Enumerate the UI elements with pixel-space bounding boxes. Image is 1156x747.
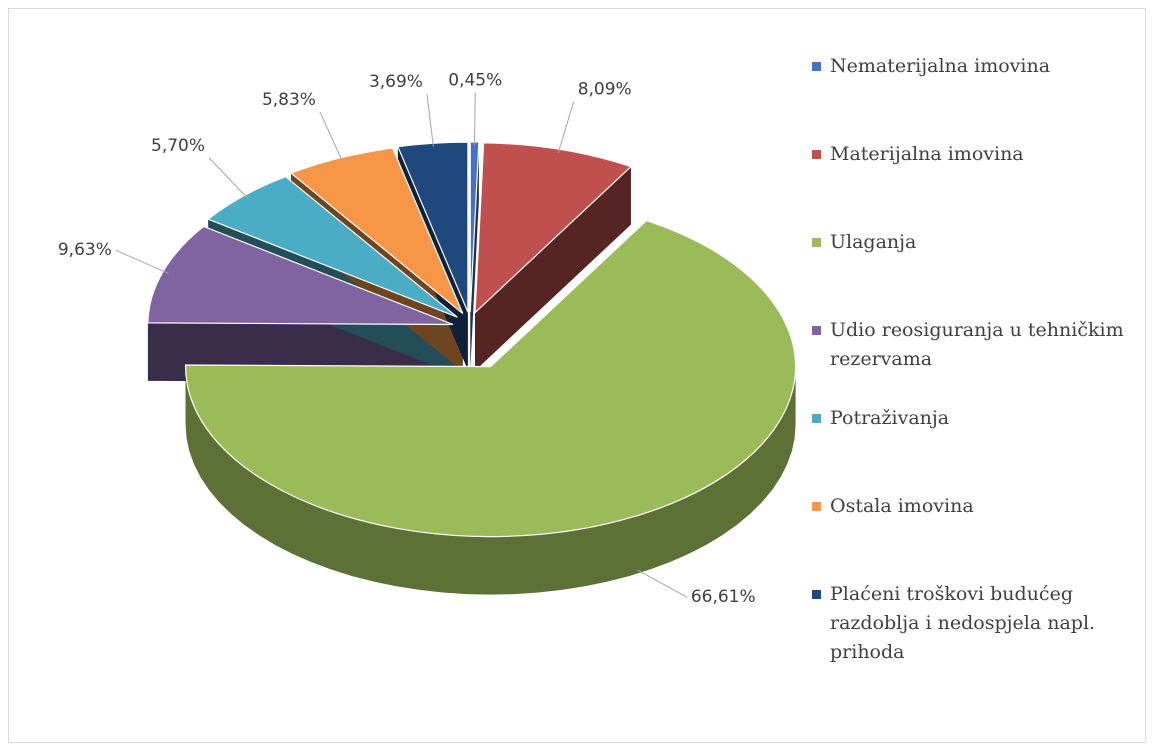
legend-item: Plaćeni troškovi budućeg razdoblja i ned…: [812, 580, 1142, 668]
legend-label: Plaćeni troškovi budućeg razdoblja i ned…: [830, 583, 1096, 663]
data-label: 8,09%: [578, 80, 632, 100]
legend-item: Ostala imovina: [812, 492, 1142, 580]
legend-item: Materijalna imovina: [812, 140, 1142, 228]
leader-line: [473, 92, 476, 146]
slice: [289, 147, 464, 314]
leader-line: [115, 249, 169, 274]
leader-line: [557, 101, 575, 153]
data-label: 5,70%: [151, 136, 205, 156]
legend-label: Udio reosiguranja u tehničkim rezervama: [830, 319, 1124, 370]
legend-item: Udio reosiguranja u tehničkim rezervama: [812, 316, 1142, 404]
legend-label: Ostala imovina: [830, 495, 974, 517]
slice-wall: [185, 366, 796, 595]
leader-line: [208, 157, 249, 199]
legend-label: Materijalna imovina: [830, 143, 1024, 165]
legend-label: Potraživanja: [830, 407, 950, 429]
legend-label: Ulaganja: [830, 231, 917, 253]
slice: [184, 219, 797, 538]
slice-side: [475, 166, 631, 371]
legend-label: Nematerijalna imovina: [830, 55, 1051, 77]
legend-swatch: [812, 502, 821, 511]
data-label: 3,69%: [369, 72, 423, 92]
legend-item: Potraživanja: [812, 404, 1142, 492]
leader-line: [319, 111, 343, 162]
legend-swatch: [812, 590, 821, 599]
slice: [206, 176, 458, 318]
leader-line: [426, 94, 434, 147]
legend-item: Ulaganja: [812, 228, 1142, 316]
legend-swatch: [812, 326, 821, 335]
legend-swatch: [812, 238, 821, 247]
data-label: 9,63%: [58, 240, 112, 260]
slice-side: [470, 142, 479, 371]
legend-item: Nematerijalna imovina: [812, 52, 1142, 140]
slice: [474, 142, 633, 315]
data-label: 0,45%: [448, 71, 502, 91]
legend-swatch: [812, 414, 821, 423]
leader-line: [636, 569, 688, 598]
chart-frame: [8, 8, 1146, 743]
data-label: 66,61%: [691, 587, 756, 607]
slice: [147, 225, 454, 326]
legend-swatch: [812, 150, 821, 159]
legend-swatch: [812, 62, 821, 71]
data-label: 5,83%: [262, 90, 316, 110]
legend: Nematerijalna imovina Materijalna imovina…: [812, 52, 1142, 668]
